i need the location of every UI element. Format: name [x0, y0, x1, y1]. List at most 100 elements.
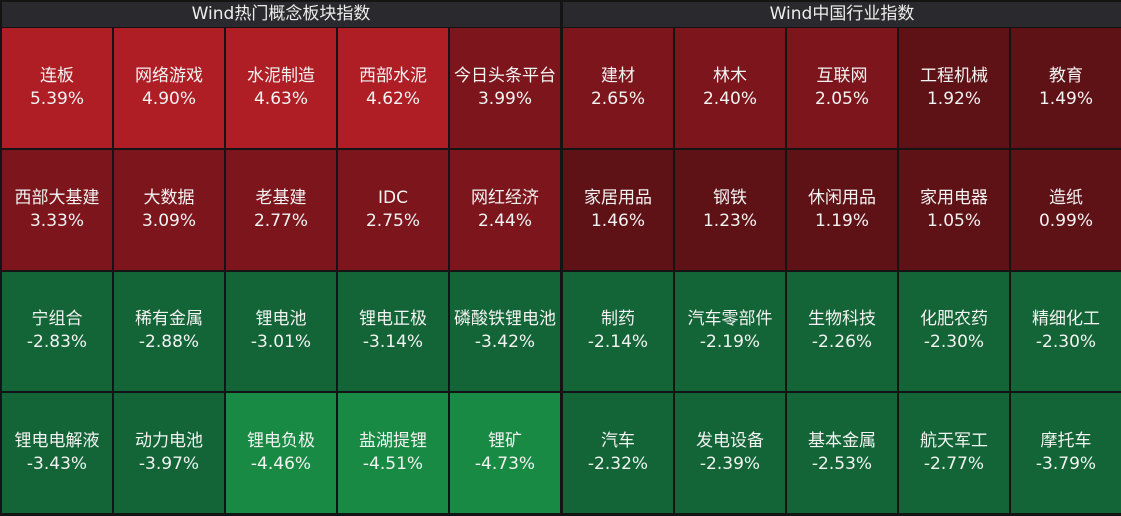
- heatmap-tile[interactable]: 教育 1.49%: [1011, 28, 1121, 148]
- tile-change: 1.92%: [926, 88, 981, 109]
- heatmap-tile[interactable]: 水泥制造 4.63%: [226, 28, 336, 148]
- tile-name: 锂电正极: [359, 309, 427, 330]
- tile-change: 4.90%: [141, 88, 196, 109]
- heatmap-tile[interactable]: 互联网 2.05%: [787, 28, 897, 148]
- heatmap-tile[interactable]: 建材 2.65%: [563, 28, 673, 148]
- tile-name: 汽车零部件: [687, 309, 773, 330]
- tile-name: 休闲用品: [808, 187, 876, 208]
- heatmap-tile[interactable]: 制药 -2.14%: [563, 271, 673, 392]
- heatmap-tile[interactable]: 稀有金属 -2.88%: [114, 271, 224, 392]
- tile-name: IDC: [378, 187, 408, 208]
- concept-index-panel: Wind热门概念板块指数 连板 5.39% 网络游戏 4.90% 水泥制造 4.63% 西部…: [2, 2, 560, 514]
- heatmap-tile[interactable]: 锂电电解液 -3.43%: [2, 393, 112, 513]
- heatmap-tile[interactable]: 精细化工 -2.30%: [1011, 271, 1121, 392]
- tile-change: 1.19%: [814, 210, 869, 231]
- heatmap-tile[interactable]: 连板 5.39%: [2, 28, 112, 148]
- heatmap-tile[interactable]: 造纸 0.99%: [1011, 149, 1121, 270]
- tile-change: -2.30%: [1035, 332, 1097, 353]
- tile-change: -2.53%: [811, 454, 873, 475]
- heatmap-tile[interactable]: 动力电池 -3.97%: [114, 393, 224, 513]
- tile-change: 2.77%: [253, 210, 308, 231]
- tile-name: 西部大基建: [14, 187, 100, 208]
- tile-name: 网络游戏: [135, 65, 203, 86]
- tile-name: 教育: [1049, 65, 1083, 86]
- tile-change: 1.05%: [926, 210, 981, 231]
- tile-change: -2.88%: [138, 332, 200, 353]
- heatmap-tile[interactable]: 钢铁 1.23%: [675, 149, 785, 270]
- tile-change: 2.75%: [365, 210, 420, 231]
- tile-change: 1.49%: [1038, 88, 1093, 109]
- heatmap-tile[interactable]: 家居用品 1.46%: [563, 149, 673, 270]
- tile-name: 建材: [601, 65, 635, 86]
- heatmap-tile[interactable]: 今日头条平台 3.99%: [450, 28, 560, 148]
- tile-change: 4.63%: [253, 88, 308, 109]
- tile-name: 宁组合: [31, 309, 83, 330]
- heatmap-tile[interactable]: 生物科技 -2.26%: [787, 271, 897, 392]
- heatmap-tile[interactable]: 航天军工 -2.77%: [899, 393, 1009, 513]
- tile-change: 2.05%: [814, 88, 869, 109]
- tile-name: 连板: [40, 65, 74, 86]
- heatmap-tile[interactable]: 锂电正极 -3.14%: [338, 271, 448, 392]
- heatmap-tile[interactable]: 林木 2.40%: [675, 28, 785, 148]
- tile-name: 汽车: [601, 431, 635, 452]
- heatmap-tile[interactable]: 西部水泥 4.62%: [338, 28, 448, 148]
- tile-change: 4.62%: [365, 88, 420, 109]
- tile-name: 化肥农药: [920, 309, 988, 330]
- tile-change: -2.19%: [699, 332, 761, 353]
- heatmap-tile[interactable]: 汽车 -2.32%: [563, 393, 673, 513]
- heatmap-tile[interactable]: 化肥农药 -2.30%: [899, 271, 1009, 392]
- tile-change: -3.43%: [26, 454, 88, 475]
- tile-change: -2.77%: [923, 454, 985, 475]
- heatmap-tile[interactable]: 发电设备 -2.39%: [675, 393, 785, 513]
- heatmap-tile[interactable]: 家用电器 1.05%: [899, 149, 1009, 270]
- tile-change: 2.44%: [477, 210, 532, 231]
- heatmap-tile[interactable]: 老基建 2.77%: [226, 149, 336, 270]
- tile-change: 3.99%: [477, 88, 532, 109]
- heatmap-tile[interactable]: 休闲用品 1.19%: [787, 149, 897, 270]
- tile-name: 锂电电解液: [14, 431, 100, 452]
- tile-name: 盐湖提锂: [359, 431, 427, 452]
- tile-name: 家用电器: [920, 187, 988, 208]
- heatmap-tile[interactable]: 基本金属 -2.53%: [787, 393, 897, 513]
- heatmap-tile[interactable]: 网络游戏 4.90%: [114, 28, 224, 148]
- tile-name: 锂电池: [255, 309, 307, 330]
- tile-name: 锂电负极: [247, 431, 315, 452]
- heatmap-tile[interactable]: 盐湖提锂 -4.51%: [338, 393, 448, 513]
- tile-name: 西部水泥: [359, 65, 427, 86]
- tile-change: -3.79%: [1035, 454, 1097, 475]
- heatmap-tile[interactable]: IDC 2.75%: [338, 149, 448, 270]
- tile-name: 造纸: [1049, 187, 1083, 208]
- tile-name: 互联网: [816, 65, 868, 86]
- heatmap-tile[interactable]: 锂矿 -4.73%: [450, 393, 560, 513]
- tile-name: 水泥制造: [247, 65, 315, 86]
- tile-change: -2.39%: [699, 454, 761, 475]
- heatmap-tile[interactable]: 汽车零部件 -2.19%: [675, 271, 785, 392]
- tile-name: 磷酸铁锂电池: [454, 309, 556, 330]
- tile-change: -2.30%: [923, 332, 985, 353]
- heatmap-tile[interactable]: 锂电池 -3.01%: [226, 271, 336, 392]
- heatmap-tile[interactable]: 摩托车 -3.79%: [1011, 393, 1121, 513]
- heatmap-tile[interactable]: 西部大基建 3.33%: [2, 149, 112, 270]
- tile-change: 1.23%: [702, 210, 757, 231]
- heatmap-tile[interactable]: 磷酸铁锂电池 -3.42%: [450, 271, 560, 392]
- heatmap-grid: 建材 2.65% 林木 2.40% 互联网 2.05% 工程机械 1.92% 教育 1.49% 家居…: [563, 28, 1121, 513]
- tile-name: 今日头条平台: [454, 65, 556, 86]
- heatmap-tile[interactable]: 工程机械 1.92%: [899, 28, 1009, 148]
- tile-name: 动力电池: [135, 431, 203, 452]
- tile-change: -2.32%: [587, 454, 649, 475]
- heatmap-tile[interactable]: 大数据 3.09%: [114, 149, 224, 270]
- tile-change: -3.97%: [138, 454, 200, 475]
- heatmap-tile[interactable]: 网红经济 2.44%: [450, 149, 560, 270]
- tile-change: 3.09%: [141, 210, 196, 231]
- panel-title: Wind中国行业指数: [563, 2, 1121, 28]
- tile-name: 锂矿: [488, 431, 522, 452]
- tile-name: 精细化工: [1032, 309, 1100, 330]
- tile-name: 钢铁: [713, 187, 747, 208]
- tile-name: 林木: [713, 65, 747, 86]
- heatmap-tile[interactable]: 锂电负极 -4.46%: [226, 393, 336, 513]
- tile-name: 摩托车: [1040, 431, 1092, 452]
- tile-change: 1.46%: [590, 210, 645, 231]
- tile-name: 发电设备: [696, 431, 764, 452]
- heatmap-tile[interactable]: 宁组合 -2.83%: [2, 271, 112, 392]
- industry-index-panel: Wind中国行业指数 建材 2.65% 林木 2.40% 互联网 2.05% 工程机械 1.9…: [563, 2, 1121, 514]
